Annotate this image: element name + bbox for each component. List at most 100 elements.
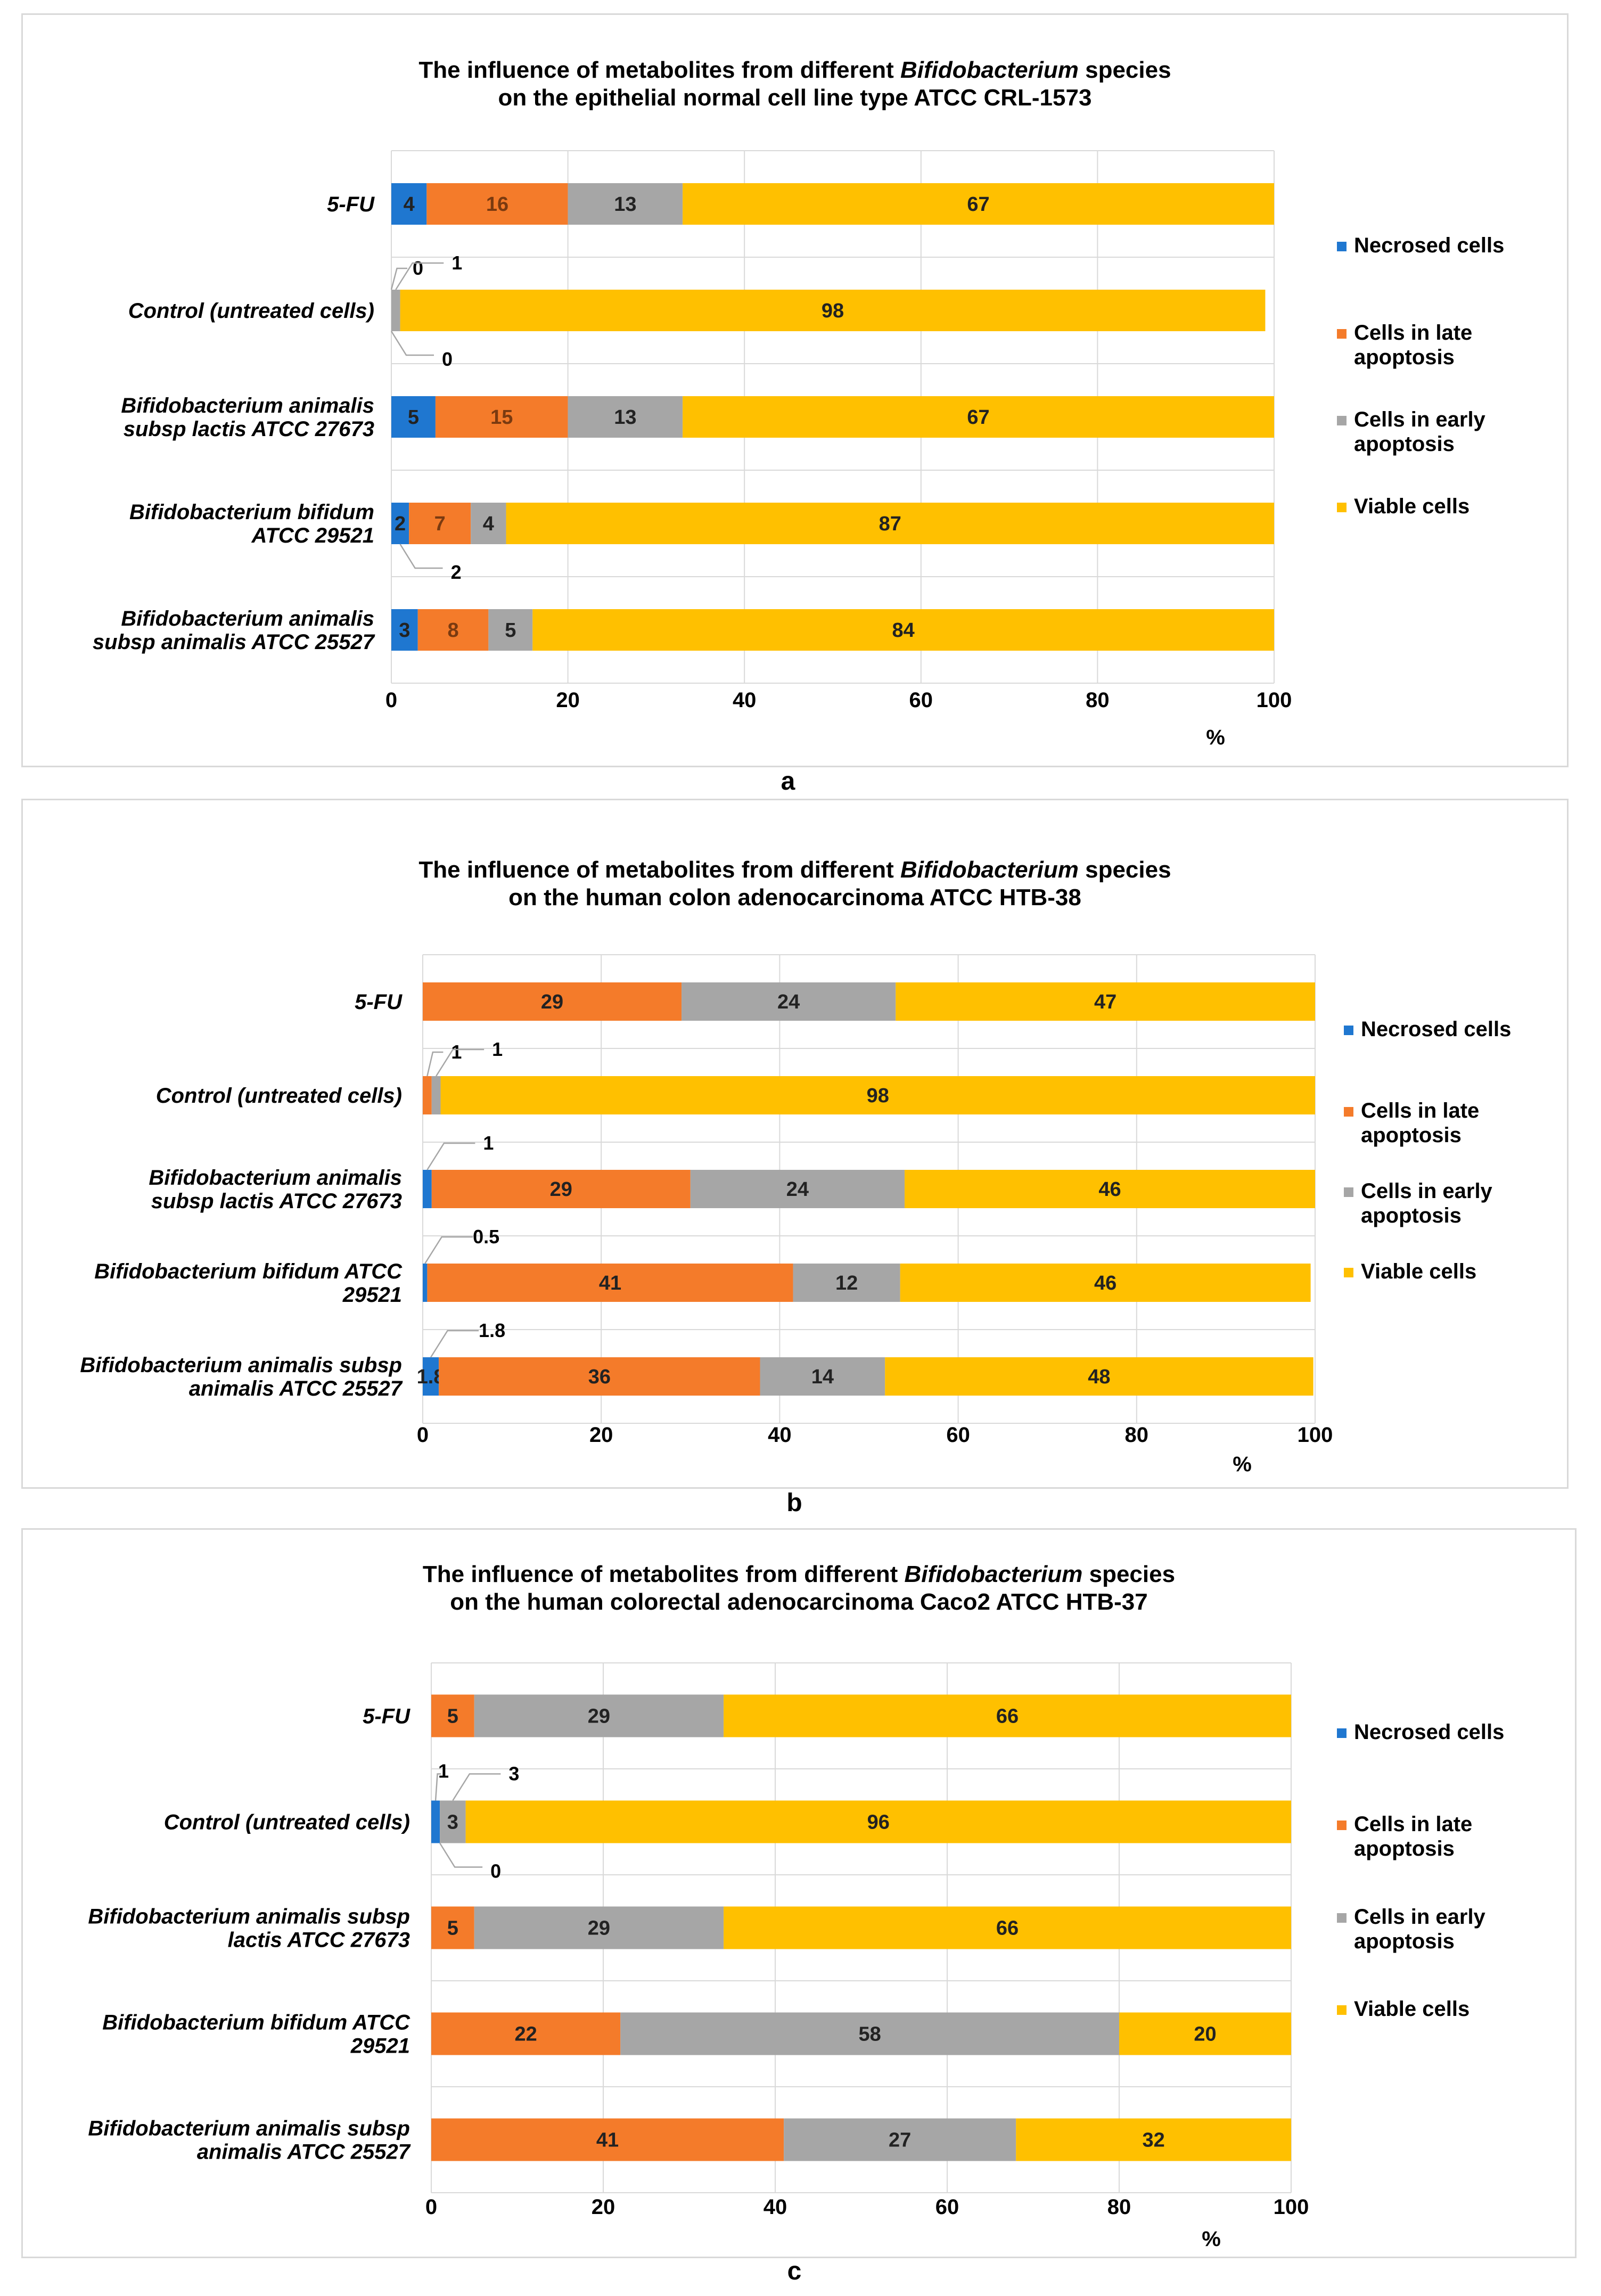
title-a-line2: on the epithelial normal cell line type … [498, 85, 1092, 111]
bar-value-label: 29 [588, 1705, 610, 1728]
category-label: Bifidobacterium animalis subsp [88, 1905, 410, 1929]
bar-value-label: 41 [599, 1272, 621, 1294]
bar-late-apoptosis [431, 1694, 474, 1737]
callout-leader [426, 1051, 444, 1077]
bar-viable [905, 1170, 1315, 1208]
bar-late-apoptosis [431, 1170, 691, 1208]
category-label: Bifidobacterium bifidum ATCC [94, 1260, 403, 1283]
category-label: 29521 [350, 2035, 410, 2058]
callout-label: 0 [490, 1860, 501, 1882]
legend-swatch-early-apoptosis [1344, 1187, 1353, 1197]
bar-viable [1016, 2118, 1291, 2161]
bar-early-apoptosis [568, 183, 683, 225]
legend-label-late-apoptosis: apoptosis [1361, 1124, 1462, 1147]
bar-viable [400, 290, 1266, 331]
legend-label-late-apoptosis: Cells in late [1354, 321, 1472, 345]
bar-value-label: 4 [404, 193, 415, 216]
x-tick-label: 100 [1257, 688, 1292, 712]
bar-late-apoptosis [426, 183, 568, 225]
chart-panel-c: The influence of metabolites from differ… [21, 1528, 1577, 2258]
legend-label-early-apoptosis: Cells in early [1354, 1905, 1486, 1929]
bar-late-apoptosis [427, 1264, 793, 1302]
bar-early-apoptosis [474, 1906, 724, 1949]
category-label: subsp animalis ATCC 25527 [93, 630, 375, 654]
category-label: Control (untreated cells) [164, 1811, 410, 1834]
title-c-line1-pre: The influence of metabolites from differ… [422, 1561, 905, 1587]
caption-c: c [787, 2257, 802, 2285]
category-label: Bifidobacterium animalis subsp [80, 1354, 402, 1377]
chart-title-a: The influence of metabolites from differ… [23, 56, 1567, 112]
callout-label: 1 [451, 252, 462, 274]
category-label: Bifidobacterium bifidum ATCC [102, 2011, 410, 2035]
bar-late-apoptosis [435, 396, 568, 438]
bar-value-label: 27 [889, 2129, 911, 2152]
title-b-line1-pre: The influence of metabolites from differ… [418, 857, 900, 883]
bar-value-label: 96 [867, 1811, 890, 1834]
title-b-line2: on the human colon adenocarcinoma ATCC H… [508, 884, 1081, 911]
x-tick-label: 0 [425, 2195, 437, 2219]
legend-label-early-apoptosis: apoptosis [1354, 1930, 1455, 1953]
bar-early-apoptosis [620, 2012, 1119, 2055]
bar-viable [885, 1357, 1313, 1396]
title-a-line1-pre: The influence of metabolites from differ… [418, 57, 900, 83]
x-axis-label: % [1202, 2227, 1221, 2251]
category-label: Bifidobacterium animalis [121, 607, 374, 630]
chart-b: 0 20 40 60 80 100% 5-FU Control (untreated cell… [80, 954, 1511, 1476]
callout-leader [426, 1142, 475, 1170]
bar-value-label: 46 [1094, 1272, 1116, 1294]
bar-value-label: 36 [588, 1366, 611, 1388]
category-label: Bifidobacterium animalis [121, 394, 374, 417]
category-label: Control (untreated cells) [156, 1084, 402, 1108]
bar-early-apoptosis [431, 1076, 441, 1114]
callout-leader [434, 1773, 441, 1801]
legend-label-viable: Viable cells [1361, 1260, 1476, 1283]
bar-value-label: 3 [447, 1811, 458, 1834]
bar-early-apoptosis [474, 1694, 724, 1737]
legend-label-early-apoptosis: apoptosis [1361, 1204, 1462, 1227]
callout-label: 1 [492, 1038, 503, 1060]
legend-label-viable: Viable cells [1354, 1997, 1469, 2021]
bar-viable [724, 1906, 1291, 1949]
legend-swatch-necrosed [1337, 242, 1347, 251]
callout-label: 1 [451, 1041, 462, 1063]
bar-value-label: 48 [1088, 1366, 1110, 1388]
bar-viable [900, 1264, 1311, 1302]
x-tick-label: 0 [417, 1423, 429, 1447]
bar-early-apoptosis [682, 982, 896, 1021]
caption-a: a [781, 767, 795, 796]
chart-panel-b: The influence of metabolites from differ… [21, 799, 1569, 1489]
bar-late-apoptosis [417, 609, 489, 651]
title-c-line1-italic: Bifidobacterium [904, 1561, 1083, 1587]
legend-swatch-late-apoptosis [1337, 1821, 1347, 1830]
chart-panel-a: The influence of metabolites from differ… [21, 13, 1569, 767]
bar-early-apoptosis [471, 503, 506, 544]
category-label: subsp lactis ATCC 27673 [151, 1190, 402, 1213]
bar-value-label: 16 [486, 193, 508, 216]
x-tick-label: 40 [763, 2195, 787, 2219]
x-tick-label: 0 [385, 688, 397, 712]
x-tick-label: 80 [1125, 1423, 1149, 1447]
x-tick-label: 20 [589, 1423, 613, 1447]
bar-necrosed [391, 503, 409, 544]
bar-value-label: 14 [811, 1366, 834, 1388]
legend-swatch-viable [1344, 1268, 1353, 1277]
bar-value-label: 98 [867, 1085, 889, 1107]
category-label: 5-FU [363, 1705, 410, 1728]
category-label: ATCC 29521 [251, 524, 374, 547]
bar-viable [506, 503, 1274, 544]
bar-value-label: 22 [515, 2023, 537, 2046]
bar-necrosed [391, 609, 418, 651]
callout-leader [436, 1048, 485, 1077]
category-label: Bifidobacterium animalis subsp [88, 2117, 410, 2141]
legend-label-late-apoptosis: apoptosis [1354, 346, 1455, 369]
legend-label-viable: Viable cells [1354, 495, 1469, 518]
callout-leader [452, 1773, 501, 1801]
bar-early-apoptosis [784, 2118, 1016, 2161]
callout-label: 1 [438, 1760, 449, 1782]
title-c-line1-post: species [1082, 1561, 1176, 1587]
callout-leader [390, 267, 407, 290]
legend-label-late-apoptosis: apoptosis [1354, 1837, 1455, 1860]
legend-swatch-early-apoptosis [1337, 1913, 1347, 1923]
bar-viable [532, 609, 1274, 651]
bar-value-label: 29 [550, 1178, 572, 1201]
